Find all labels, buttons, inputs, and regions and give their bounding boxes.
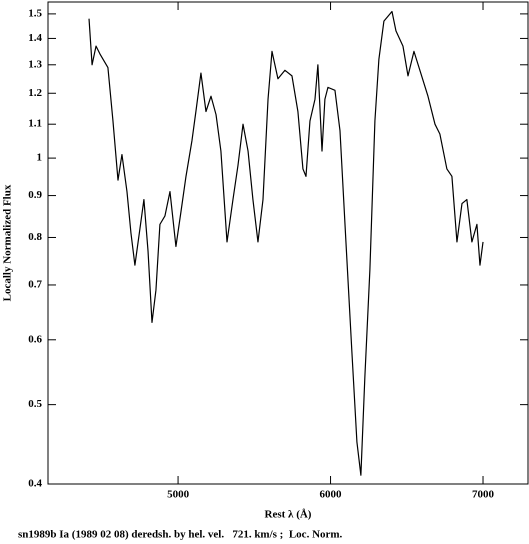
y-tick-label: 1 — [37, 152, 43, 164]
plot-frame — [47, 1, 529, 485]
x-tick-label: 6000 — [320, 489, 343, 501]
y-tick-label: 1.3 — [28, 58, 42, 70]
y-tick-label: 1.2 — [28, 87, 42, 99]
x-tick-label: 5000 — [167, 489, 190, 501]
y-tick-label: 1.4 — [28, 32, 42, 44]
y-axis-label: Locally Normalized Flux — [2, 184, 14, 301]
spectrum-line — [88, 10, 484, 476]
y-tick-label: 0.4 — [28, 478, 42, 490]
x-axis-label: Rest λ (Å) — [265, 509, 312, 521]
caption: sn1989b Ia (1989 02 08) deredsh. by hel.… — [18, 529, 343, 541]
y-tick-label: 0.8 — [28, 231, 42, 243]
y-tick-label: 0.6 — [28, 333, 42, 345]
y-tick-label: 0.7 — [28, 278, 42, 290]
x-tick-label: 7000 — [472, 489, 495, 501]
y-tick-label: 0.5 — [28, 398, 42, 410]
y-tick-label: 0.9 — [28, 189, 42, 201]
y-tick-label: 1.5 — [28, 7, 42, 19]
y-tick-label: 1.1 — [28, 118, 42, 130]
